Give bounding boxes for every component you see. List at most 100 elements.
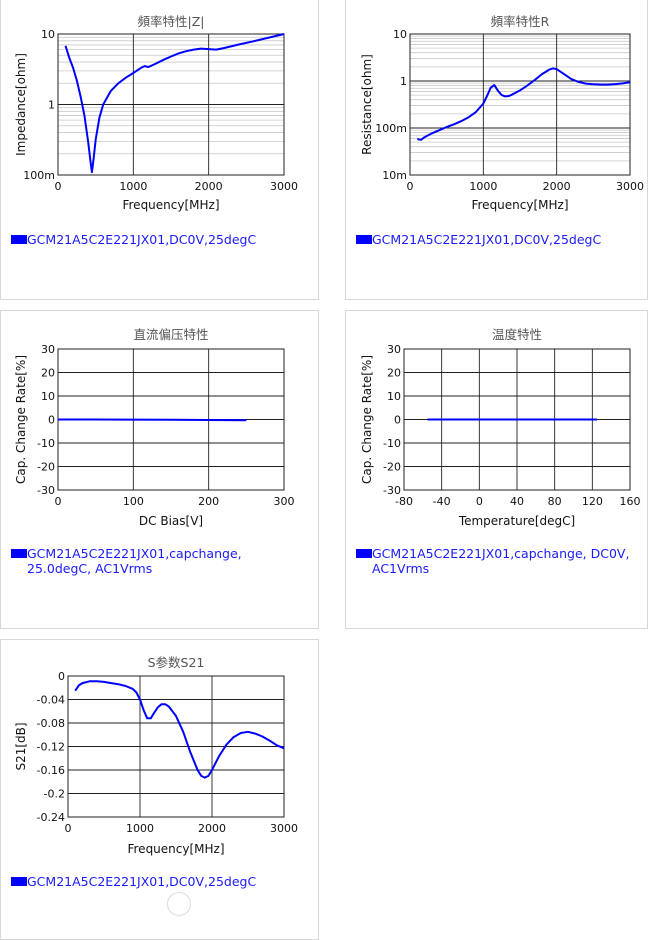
series-line: [64, 33, 285, 174]
x-tick-label: 1000: [126, 822, 154, 835]
x-axis-label: Temperature[degC]: [458, 514, 575, 528]
y-tick-label: 100m: [375, 122, 407, 135]
y-tick-label: -0.16: [37, 764, 65, 777]
x-tick-label: 2000: [198, 822, 226, 835]
x-tick-label: 2000: [195, 180, 223, 193]
chart-title: 直流偏压特性: [133, 327, 208, 342]
x-axis-label: Frequency[MHz]: [127, 842, 224, 856]
y-axis-label: Cap. Change Rate[%]: [14, 355, 28, 484]
legend-swatch: [11, 549, 27, 558]
x-tick-label: 2000: [543, 180, 571, 193]
y-tick-label: 30: [387, 343, 401, 356]
chart-title: 頻率特性|Z|: [138, 14, 205, 29]
x-tick-label: 0: [407, 180, 414, 193]
chart-title: S参数S21: [148, 655, 205, 670]
x-tick-label: 120: [582, 495, 603, 508]
y-tick-label: 0: [394, 414, 401, 427]
x-tick-label: 0: [476, 495, 483, 508]
x-tick-label: 0: [65, 822, 72, 835]
y-tick-label: 10: [393, 28, 407, 41]
s21-chart: S参数S21 -0.24 -0.2 -0.16 -0.12 -0.08 -0.04 0 0 100…: [14, 655, 298, 856]
x-tick-label: -40: [433, 495, 451, 508]
x-tick-label: 3000: [270, 822, 298, 835]
chart-legend: GCM21A5C2E221JX01,DC0V,25degC: [11, 874, 256, 889]
legend-label: GCM21A5C2E221JX01,DC0V,25degC: [27, 874, 257, 889]
x-axis-label: Frequency[MHz]: [471, 198, 568, 212]
y-axis-label: Impedance[ohm]: [14, 53, 28, 156]
y-tick-label: -0.08: [37, 717, 65, 730]
y-tick-label: 1: [400, 75, 407, 88]
chart-panel-dc-bias: 直流偏压特性 -30 -20 -10 0 10 20 30 0 100 200 300 DC Bias[…: [0, 310, 319, 629]
chart-panel-s21: S参数S21 -0.24 -0.2 -0.16 -0.12 -0.08 -0.04 0 0 100…: [0, 639, 319, 940]
temperature-chart: 温度特性 -30 -20 -10 0 10 20 30 -80 -40 0 40 80 120 160 Tem…: [360, 327, 641, 528]
series-line: [417, 67, 631, 141]
x-tick-label: 80: [548, 495, 562, 508]
chart-panel-temperature: 温度特性 -30 -20 -10 0 10 20 30 -80 -40 0 40 80 120 160 Tem…: [345, 310, 648, 629]
y-axis-label: Cap. Change Rate[%]: [360, 355, 374, 484]
loading-spinner-icon: [167, 892, 191, 916]
y-tick-label: -0.2: [44, 788, 65, 801]
chart-legend: GCM21A5C2E221JX01,capchange, 25.0degC, A…: [11, 546, 242, 576]
y-tick-label: -10: [37, 437, 55, 450]
y-tick-label: -10: [383, 437, 401, 450]
x-tick-label: 0: [55, 495, 62, 508]
plot-frame: [67, 675, 285, 818]
plot-frame: [403, 348, 631, 491]
y-tick-label: 10: [387, 390, 401, 403]
y-tick-label: 10: [41, 28, 55, 41]
legend-swatch: [356, 549, 372, 558]
x-tick-label: 300: [274, 495, 295, 508]
plot-frame: [409, 33, 631, 176]
legend-label: GCM21A5C2E221JX01,DC0V,25degC: [372, 232, 602, 247]
legend-swatch: [11, 235, 27, 244]
x-tick-label: 100: [123, 495, 144, 508]
impedance-chart: 頻率特性|Z| 100m 1 10 0 1000 2000 3000 Frequency[MHz…: [14, 14, 298, 212]
legend-label: GCM21A5C2E221JX01,capchange, DC0V, AC1Vr…: [372, 546, 630, 576]
series-line: [58, 418, 247, 422]
y-tick-label: -0.24: [37, 811, 65, 824]
x-tick-label: 160: [620, 495, 641, 508]
chart-panel-impedance: 頻率特性|Z| 100m 1 10 0 1000 2000 3000 Frequency[MHz…: [0, 0, 319, 300]
y-tick-label: -20: [383, 461, 401, 474]
y-tick-label: 20: [387, 367, 401, 380]
y-tick-label: 10m: [382, 169, 407, 182]
x-tick-label: -80: [395, 495, 413, 508]
x-axis-label: Frequency[MHz]: [122, 198, 219, 212]
chart-legend: GCM21A5C2E221JX01,capchange, DC0V, AC1Vr…: [356, 546, 629, 576]
chart-panel-resistance: 頻率特性R 10m 100m 1 10 0 1000 2000 3000 Frequency[MH…: [345, 0, 648, 300]
y-tick-label: -30: [37, 484, 55, 497]
y-tick-label: 10: [41, 390, 55, 403]
x-tick-label: 3000: [616, 180, 644, 193]
y-tick-label: -30: [383, 484, 401, 497]
chart-title: 頻率特性R: [491, 14, 550, 29]
legend-swatch: [356, 235, 372, 244]
x-tick-label: 1000: [119, 180, 147, 193]
x-tick-label: 40: [510, 495, 524, 508]
x-tick-label: 1000: [469, 180, 497, 193]
y-tick-label: 0: [48, 414, 55, 427]
y-tick-label: 30: [41, 343, 55, 356]
y-tick-label: -20: [37, 461, 55, 474]
legend-swatch: [11, 877, 27, 886]
x-tick-label: 0: [55, 180, 62, 193]
chart-legend: GCM21A5C2E221JX01,DC0V,25degC: [356, 232, 601, 247]
y-tick-label: -0.12: [37, 741, 65, 754]
y-tick-label: 100m: [23, 169, 55, 182]
y-tick-label: 0: [58, 670, 65, 683]
chart-title: 温度特性: [492, 327, 542, 342]
y-tick-label: -0.04: [37, 694, 65, 707]
y-axis-label: S21[dB]: [14, 722, 28, 770]
y-tick-label: 1: [48, 99, 55, 112]
resistance-chart: 頻率特性R 10m 100m 1 10 0 1000 2000 3000 Frequency[MH…: [360, 14, 644, 212]
chart-legend: GCM21A5C2E221JX01,DC0V,25degC: [11, 232, 256, 247]
x-tick-label: 3000: [270, 180, 298, 193]
x-tick-label: 200: [198, 495, 219, 508]
x-axis-label: DC Bias[V]: [139, 514, 203, 528]
plot-frame: [57, 33, 285, 176]
y-axis-label: Resistance[ohm]: [360, 54, 374, 155]
legend-label: GCM21A5C2E221JX01,capchange, 25.0degC, A…: [27, 546, 242, 576]
y-tick-label: 20: [41, 367, 55, 380]
series-line: [74, 680, 285, 779]
legend-label: GCM21A5C2E221JX01,DC0V,25degC: [27, 232, 257, 247]
